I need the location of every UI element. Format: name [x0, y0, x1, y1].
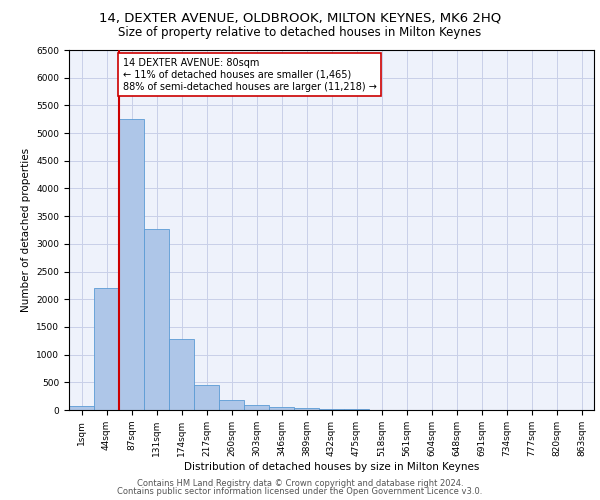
Bar — [219, 400, 244, 410]
Y-axis label: Number of detached properties: Number of detached properties — [21, 148, 31, 312]
Text: Contains public sector information licensed under the Open Government Licence v3: Contains public sector information licen… — [118, 487, 482, 496]
Bar — [69, 406, 94, 410]
Bar — [94, 288, 119, 410]
Bar — [269, 407, 294, 410]
Bar — [244, 406, 269, 410]
Bar — [119, 119, 144, 410]
X-axis label: Distribution of detached houses by size in Milton Keynes: Distribution of detached houses by size … — [184, 462, 479, 471]
Bar — [144, 229, 169, 410]
Bar — [294, 408, 319, 410]
Text: Size of property relative to detached houses in Milton Keynes: Size of property relative to detached ho… — [118, 26, 482, 39]
Text: Contains HM Land Registry data © Crown copyright and database right 2024.: Contains HM Land Registry data © Crown c… — [137, 478, 463, 488]
Bar — [169, 338, 194, 410]
Bar — [194, 384, 219, 410]
Text: 14 DEXTER AVENUE: 80sqm
← 11% of detached houses are smaller (1,465)
88% of semi: 14 DEXTER AVENUE: 80sqm ← 11% of detache… — [123, 58, 377, 92]
Bar — [319, 409, 344, 410]
Text: 14, DEXTER AVENUE, OLDBROOK, MILTON KEYNES, MK6 2HQ: 14, DEXTER AVENUE, OLDBROOK, MILTON KEYN… — [99, 12, 501, 24]
